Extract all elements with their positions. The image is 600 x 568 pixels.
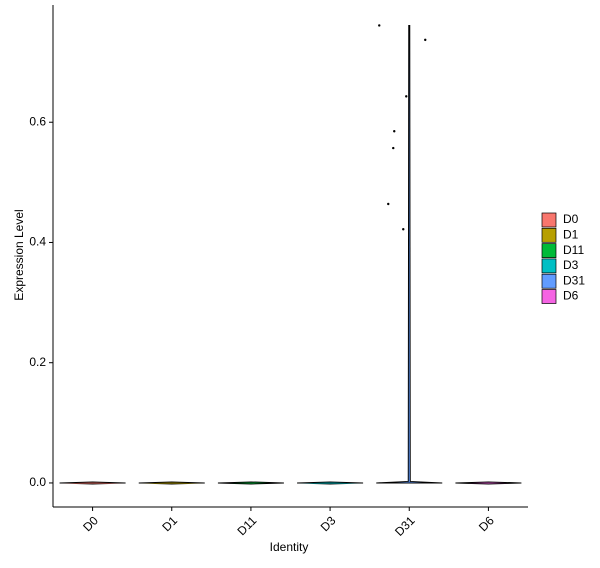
legend-swatch (541, 273, 557, 289)
legend-swatch (541, 212, 557, 228)
y-tick-label: 0.4 (29, 235, 46, 249)
x-tick-label: D31 (392, 513, 418, 539)
point (378, 24, 381, 27)
point (424, 38, 427, 42)
legend-swatch (541, 289, 557, 304)
point (405, 95, 408, 98)
legend-label: D6 (563, 289, 579, 303)
point (392, 146, 395, 150)
legend-swatch (541, 258, 557, 274)
violin (455, 481, 522, 485)
x-axis-label: Identity (270, 540, 309, 554)
legend-label: D3 (563, 258, 579, 272)
legend-swatch (541, 227, 557, 243)
point (387, 202, 390, 206)
violin (376, 24, 443, 484)
x-tick-label: D11 (234, 513, 259, 538)
x-tick-label: D0 (80, 513, 101, 534)
legend-label: D0 (563, 212, 579, 226)
legend-swatch (541, 243, 557, 258)
point (393, 130, 396, 133)
legend-label: D31 (563, 273, 585, 287)
y-axis-label: Expression Level (12, 209, 26, 300)
point (402, 228, 405, 231)
x-tick-label: D6 (476, 513, 497, 534)
violin (297, 481, 364, 485)
y-tick-label: 0.6 (29, 114, 46, 128)
x-tick-label: D1 (159, 513, 180, 534)
y-tick-label: 0.0 (29, 475, 46, 489)
violin (217, 481, 284, 485)
violin (138, 481, 205, 485)
violin (59, 481, 126, 485)
y-tick-label: 0.2 (29, 355, 46, 369)
legend-label: D11 (563, 243, 584, 257)
legend-label: D1 (563, 227, 579, 241)
x-tick-label: D3 (318, 513, 339, 534)
